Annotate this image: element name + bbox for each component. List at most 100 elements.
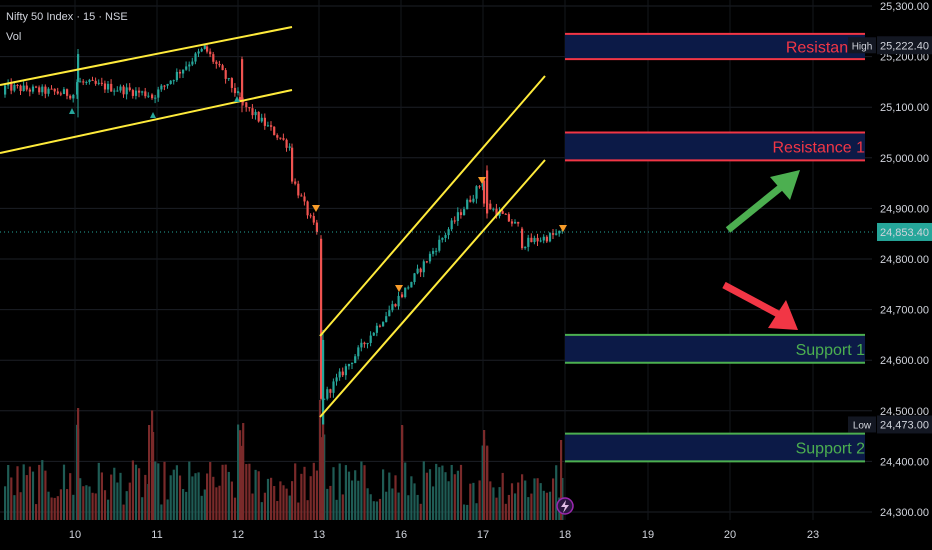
candle-body [401, 294, 404, 298]
candle-body [263, 117, 266, 126]
high-tag-label: High [852, 41, 873, 52]
lightning-bolt [561, 500, 569, 513]
candle-body [483, 180, 486, 204]
candle-body [62, 89, 66, 94]
candle-body [169, 80, 172, 84]
candle-body [539, 240, 542, 242]
arrow-shaft [725, 185, 783, 233]
volume-bar [107, 499, 110, 520]
candle-body [428, 253, 432, 262]
candle-body [338, 371, 341, 378]
candles [4, 44, 564, 425]
volume-bar [514, 493, 517, 520]
candle-body [141, 91, 144, 93]
candle-body [397, 295, 400, 307]
candle-body [459, 212, 463, 216]
volume-bar [128, 482, 131, 520]
candle-body [138, 90, 141, 93]
candle-body [110, 83, 113, 92]
trendline [0, 89, 293, 154]
volume-bar [536, 478, 539, 520]
up-arrow-icon [725, 170, 800, 233]
candle-body [369, 335, 372, 343]
volume-bar [347, 471, 351, 520]
candle-body [163, 85, 166, 87]
candle-body [35, 86, 38, 88]
level-zone [565, 433, 865, 462]
volume-bar [100, 472, 103, 520]
volume-bar [416, 494, 419, 520]
volume-bar [504, 503, 507, 520]
candle-body [498, 211, 501, 217]
volume-bar [404, 462, 407, 520]
volume-bar [69, 473, 72, 520]
candle-body [69, 95, 72, 99]
buy-signal [150, 112, 156, 118]
candle-body [507, 214, 510, 222]
candle-body [357, 347, 360, 357]
candle-body [4, 85, 7, 95]
volume-bar [166, 499, 169, 520]
candle-body [276, 135, 279, 138]
volume-bar [50, 497, 53, 520]
candle-body [297, 183, 300, 196]
volume-bar [524, 480, 527, 520]
volume-bar [233, 497, 237, 520]
time-tick-label: 13 [313, 529, 325, 541]
volume-bar [263, 492, 266, 520]
volume-bar [94, 493, 97, 520]
candle-body [432, 251, 435, 254]
candle-body [279, 137, 282, 139]
candle-body [270, 125, 273, 127]
volume-bar [322, 412, 325, 520]
candle-body [472, 198, 475, 202]
candle-body [227, 78, 230, 80]
volume-bar [312, 462, 315, 520]
volume-bar [533, 478, 536, 520]
volume-bar [13, 495, 16, 520]
volume-bar [191, 476, 194, 520]
current-price-value: 24,853.40 [880, 227, 929, 239]
candle-body [119, 86, 122, 91]
volume-bar [478, 480, 481, 520]
volume-bar [366, 488, 369, 520]
volume-bar [276, 501, 279, 520]
volume-bar [206, 473, 209, 520]
candle-body [44, 86, 47, 94]
candle-body [131, 90, 134, 96]
trendline [319, 75, 546, 337]
level-zones: Resistance Resistance 1 Support 1 Support 2 [565, 32, 865, 463]
volume-bar [56, 496, 59, 520]
volume-bar [326, 488, 329, 520]
trendline [319, 159, 546, 418]
candle-body [527, 237, 530, 247]
time-tick-label: 18 [559, 529, 571, 541]
volume-bar [510, 483, 514, 520]
candle-body [294, 181, 297, 184]
volume-bar [97, 462, 100, 520]
volume-bar [375, 501, 378, 520]
volume-bar [141, 497, 144, 520]
volume-bar [85, 485, 88, 520]
candle-body [545, 236, 548, 242]
volume-bar [44, 470, 47, 520]
candle-body [555, 233, 558, 235]
candle-body [410, 282, 413, 288]
volume-bar [53, 497, 56, 520]
candle-body [312, 215, 315, 223]
volume-bar [47, 491, 50, 520]
candle-body [85, 81, 88, 83]
candle-body [475, 186, 478, 199]
price-tick-label: 25,000.00 [880, 153, 929, 165]
candle-body [300, 195, 303, 197]
chart-title: Nifty 50 Index · 15 · NSE [6, 11, 128, 23]
candle-body [144, 91, 147, 97]
volume-bar [501, 472, 504, 520]
volume-bar [428, 469, 432, 520]
volume-bar [88, 486, 91, 520]
candle-body [453, 220, 456, 222]
candle-body [203, 45, 206, 49]
candle-body [218, 63, 221, 66]
candle-body [517, 221, 520, 224]
